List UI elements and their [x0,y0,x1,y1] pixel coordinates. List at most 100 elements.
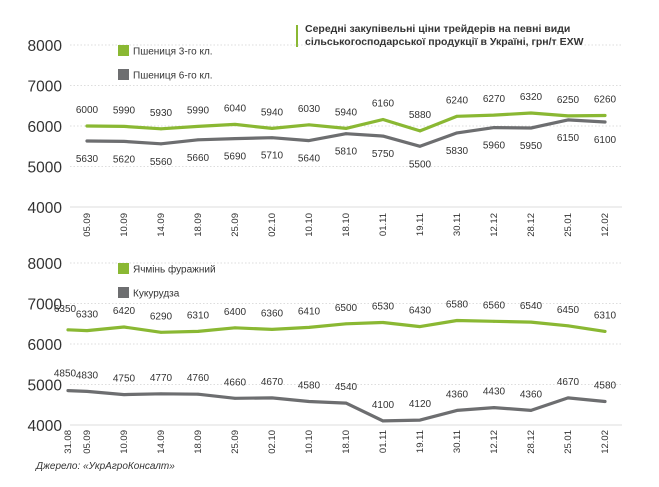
x-tick-label-2-15: 12.02 [600,430,611,454]
data-point-1-2-7 [344,132,348,136]
series-line-2-1 [66,318,607,334]
chart-title: Середні закупівельні ціни трейдерів на п… [305,23,645,48]
data-label-1-1-0: 6000 [76,105,99,116]
data-label-1-2-6: 5640 [298,154,321,165]
x-tick-label-1-5: 02.10 [267,213,278,237]
data-label-1-2-13: 6150 [557,133,580,144]
data-point-1-2-11 [492,126,496,130]
x-tick-label-2-12: 12.12 [489,430,500,454]
x-tick-label-2-9: 01.11 [378,430,389,453]
x-tick-label-2-4: 18.09 [193,430,204,454]
data-point-1-2-14 [603,120,607,124]
y-tick-label-2-7000: 7000 [28,297,63,314]
x-tick-label-1-4: 25.09 [230,213,241,237]
data-label-2-1-15: 6310 [594,310,617,321]
data-label-1-2-2: 5560 [150,157,173,168]
data-label-2-1-13: 6540 [520,301,543,312]
data-point-2-2-14 [566,396,570,400]
data-point-1-1-2 [159,127,163,131]
data-label-2-2-0: 4850 [54,369,77,380]
x-tick-label-1-3: 18.09 [193,213,204,237]
data-label-2-1-6: 6360 [261,308,284,319]
x-tick-label-2-5: 25.09 [230,430,241,454]
x-tick-label-2-0: 31.08 [63,430,74,454]
data-point-2-1-4 [196,330,200,333]
y-tick-label-1-6000: 6000 [28,119,63,136]
data-label-2-1-4: 6310 [187,310,210,321]
data-label-2-1-10: 6430 [409,306,432,317]
chart-title-line-1: Середні закупівельні ціни трейдерів на п… [305,23,571,35]
data-point-1-2-13 [566,118,570,122]
data-point-2-2-8 [344,401,348,405]
series-line-2-2 [66,389,607,423]
data-label-1-1-10: 6240 [446,95,469,106]
data-point-2-1-0 [66,328,70,332]
data-point-1-2-8 [381,134,385,138]
data-label-2-2-6: 4670 [261,377,284,388]
data-point-1-1-1 [122,125,126,128]
data-point-1-1-8 [381,118,385,121]
data-point-1-1-11 [492,113,496,117]
data-point-1-2-0 [85,139,89,143]
legend-label-2-1: Ячмінь фуражний [133,264,216,276]
data-point-2-1-5 [233,326,237,330]
data-label-2-1-11: 6580 [446,300,469,311]
x-tick-label-1-7: 18.10 [341,213,352,237]
data-point-2-2-9 [381,419,385,423]
data-label-1-2-0: 5630 [76,154,99,165]
data-point-2-2-15 [603,400,607,403]
data-point-1-1-7 [344,127,348,130]
data-point-2-2-1 [85,389,89,393]
data-point-2-2-7 [307,400,311,403]
data-point-1-1-13 [566,114,570,118]
y-tick-label-1-5000: 5000 [28,160,63,177]
y-tick-label-2-4000: 4000 [28,418,63,435]
x-tick-label-2-2: 10.09 [119,430,130,454]
data-label-2-2-15: 4580 [594,381,617,392]
data-label-1-1-2: 5930 [150,108,173,119]
data-label-1-1-14: 6260 [594,94,617,105]
legend-swatch-2-2 [118,287,129,298]
x-tick-label-1-13: 25.01 [563,213,574,237]
data-label-2-2-3: 4770 [150,373,173,384]
data-point-1-2-5 [270,136,274,140]
data-label-1-1-6: 6030 [298,104,321,115]
data-label-1-2-14: 6100 [594,135,617,146]
data-label-2-1-5: 6400 [224,307,247,318]
chart-title-line-2: сільськогосподарської продукції в Україн… [305,35,584,48]
data-point-1-2-12 [529,126,533,130]
data-label-2-2-8: 4540 [335,382,358,393]
data-label-2-2-2: 4750 [113,374,136,385]
data-label-2-2-9: 4100 [372,400,395,411]
data-point-1-1-6 [307,123,311,127]
data-point-1-2-10 [455,131,459,135]
x-tick-label-2-13: 28.12 [526,430,537,454]
legend-label-2-2: Кукурудза [133,289,180,300]
legend-swatch-1-1 [118,45,129,56]
data-point-2-2-0 [66,389,70,392]
data-label-1-1-1: 5990 [113,105,136,116]
data-label-1-2-7: 5810 [335,147,358,158]
data-point-2-2-13 [529,409,533,412]
x-tick-label-2-1: 05.09 [82,430,93,454]
y-tick-label-1-8000: 8000 [28,38,63,55]
x-tick-label-2-3: 14.09 [156,430,167,454]
data-point-2-1-15 [603,330,607,333]
data-label-1-1-12: 6320 [520,92,543,103]
data-label-2-2-14: 4670 [557,377,580,388]
data-label-2-2-1: 4830 [76,370,99,381]
data-label-2-1-7: 6410 [298,306,321,317]
x-tick-label-1-2: 14.09 [156,213,167,237]
data-label-2-1-12: 6560 [483,300,506,311]
x-tick-label-2-8: 18.10 [341,430,352,454]
data-point-1-2-2 [159,142,163,146]
data-point-1-1-4 [233,122,237,126]
legend-label-1-1: Пшениця 3-го кл. [133,47,213,58]
x-tick-label-1-8: 01.11 [378,213,389,236]
data-label-1-1-7: 5940 [335,107,358,118]
data-label-1-2-8: 5750 [372,149,395,160]
data-point-1-2-1 [122,139,126,143]
data-label-1-1-5: 5940 [261,107,284,118]
data-label-2-1-1: 6330 [76,310,99,321]
data-point-2-1-14 [566,324,570,328]
